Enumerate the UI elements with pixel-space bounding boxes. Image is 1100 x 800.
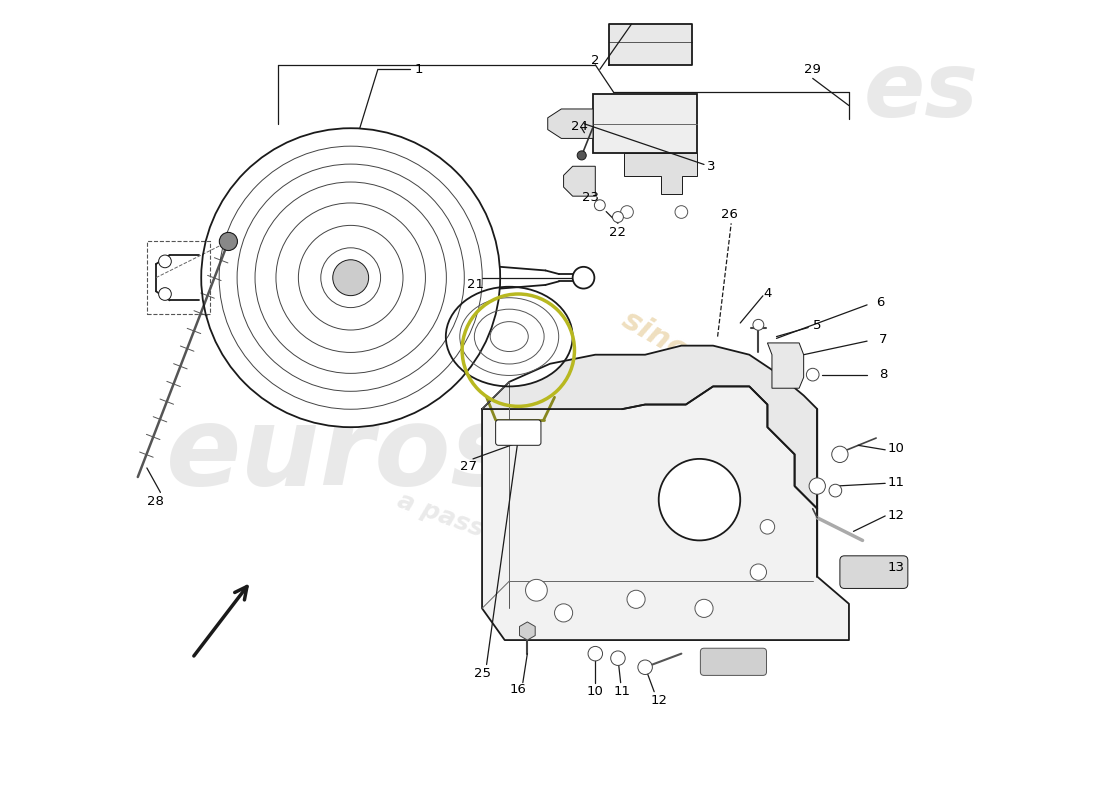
Polygon shape (625, 153, 697, 194)
Text: es: es (864, 48, 979, 136)
Text: 5: 5 (813, 319, 822, 332)
Circle shape (829, 484, 842, 497)
Text: euros: euros (166, 401, 517, 508)
Circle shape (675, 206, 688, 218)
Polygon shape (482, 386, 849, 640)
Text: 3: 3 (707, 160, 715, 173)
Text: 10: 10 (888, 442, 904, 455)
Text: 6: 6 (877, 296, 884, 309)
Circle shape (752, 319, 763, 330)
Text: 10: 10 (587, 686, 604, 698)
Text: 12: 12 (888, 510, 904, 522)
Text: 11: 11 (614, 686, 631, 698)
Circle shape (610, 651, 625, 666)
Text: 25: 25 (474, 667, 491, 680)
Polygon shape (482, 346, 817, 509)
Polygon shape (548, 109, 593, 138)
Circle shape (219, 233, 238, 250)
Circle shape (832, 446, 848, 462)
Polygon shape (563, 166, 595, 196)
Circle shape (750, 564, 767, 580)
Text: a passion for parts: a passion for parts (394, 488, 651, 602)
FancyBboxPatch shape (840, 556, 907, 589)
Ellipse shape (446, 286, 573, 386)
Text: 4: 4 (763, 286, 771, 299)
Bar (147, 242, 210, 314)
Text: 24: 24 (572, 120, 588, 133)
FancyBboxPatch shape (701, 648, 767, 675)
Circle shape (526, 579, 548, 601)
Circle shape (201, 128, 500, 427)
Text: 16: 16 (510, 683, 527, 696)
Text: 23: 23 (582, 191, 600, 205)
Circle shape (810, 478, 825, 494)
Circle shape (578, 151, 586, 160)
Text: 27: 27 (460, 460, 477, 473)
Circle shape (613, 211, 624, 222)
Circle shape (573, 267, 594, 289)
Circle shape (806, 368, 820, 381)
Text: 22: 22 (609, 226, 626, 239)
Text: 29: 29 (804, 63, 822, 76)
Circle shape (659, 459, 740, 541)
Polygon shape (768, 343, 804, 388)
Circle shape (158, 288, 172, 300)
Text: 13: 13 (888, 561, 904, 574)
Circle shape (627, 590, 645, 608)
Text: since 1985: since 1985 (617, 305, 791, 422)
Circle shape (695, 599, 713, 618)
Text: 12: 12 (650, 694, 668, 707)
Text: 21: 21 (468, 278, 484, 290)
Text: 28: 28 (147, 495, 164, 508)
Circle shape (760, 519, 774, 534)
Text: 11: 11 (888, 476, 904, 489)
Circle shape (333, 260, 369, 296)
Text: 1: 1 (415, 63, 422, 76)
Circle shape (620, 206, 634, 218)
Text: 8: 8 (879, 368, 888, 381)
Polygon shape (608, 24, 692, 65)
Circle shape (594, 200, 605, 210)
Text: 7: 7 (879, 333, 888, 346)
Text: 26: 26 (720, 208, 738, 221)
Circle shape (588, 646, 603, 661)
FancyBboxPatch shape (496, 420, 541, 446)
Circle shape (158, 255, 172, 268)
Text: 2: 2 (591, 54, 600, 66)
FancyBboxPatch shape (593, 94, 697, 153)
Circle shape (638, 660, 652, 674)
Circle shape (554, 604, 573, 622)
